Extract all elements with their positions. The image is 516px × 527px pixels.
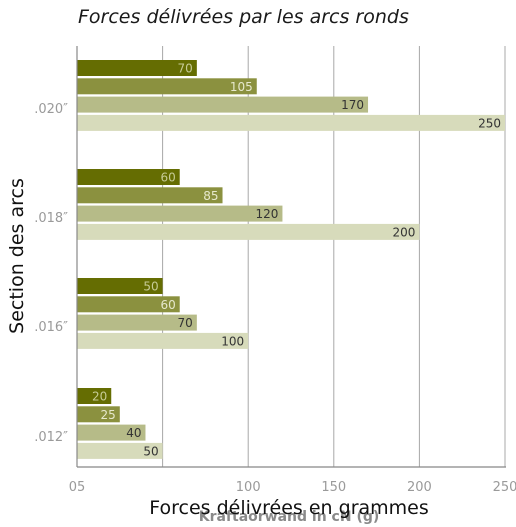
bar-value-label: 70 — [178, 316, 193, 330]
bar-value-label: 120 — [256, 207, 279, 221]
bar — [77, 169, 180, 185]
bar — [77, 60, 197, 76]
bar — [77, 205, 283, 222]
bar — [77, 223, 420, 240]
x-axis-label-ghost: Kraftaorwand in cN (g) — [199, 509, 380, 525]
bar — [77, 442, 163, 459]
bar — [77, 332, 249, 349]
bar — [77, 187, 223, 204]
bar-value-label: 50 — [143, 444, 158, 458]
bar — [77, 78, 257, 95]
y-tick-label: .020″ — [34, 102, 68, 117]
bar-value-label: 250 — [478, 116, 501, 130]
x-axis-label: Forces délivrées en grammes — [149, 497, 429, 519]
grid-lines — [162, 46, 506, 467]
bar-value-label: 60 — [160, 298, 175, 312]
bar-value-label: 70 — [178, 62, 193, 76]
chart-title: Forces délivrées par les arcs ronds — [78, 6, 409, 28]
bar-value-label: 60 — [160, 171, 175, 185]
bar — [77, 96, 369, 113]
bar-value-label: 40 — [126, 426, 141, 440]
y-tick-label: .018″ — [34, 211, 68, 226]
y-tick-label: .012″ — [34, 430, 68, 445]
tick-labels: 05 100 150 200 250 70 105 170 250 .020″ 60 85 120 200… — [34, 62, 516, 496]
x-tick-label: 250 — [493, 480, 516, 495]
bar-value-label: 170 — [341, 98, 364, 112]
y-tick-label: .016″ — [34, 320, 68, 335]
bar-value-label: 105 — [230, 80, 253, 94]
bar — [77, 278, 163, 294]
bar-value-label: 200 — [392, 225, 415, 239]
bar-value-label: 50 — [143, 280, 158, 294]
x-tick-label: 200 — [407, 480, 432, 495]
y-axis-label: Section des arcs — [6, 178, 28, 334]
bar — [77, 406, 120, 423]
bar — [77, 388, 112, 404]
bar-value-label: 25 — [101, 408, 116, 422]
x-tick-label: 150 — [321, 480, 346, 495]
bar — [77, 424, 146, 441]
bar — [77, 114, 505, 131]
x-tick-label: 100 — [236, 480, 261, 495]
bar-value-label: 85 — [203, 189, 218, 203]
bar-value-label: 100 — [221, 334, 244, 348]
bars — [77, 60, 505, 459]
bar — [77, 296, 180, 313]
axes — [76, 46, 506, 468]
x-tick-label: 05 — [69, 480, 86, 495]
bar-value-label: 20 — [92, 390, 107, 404]
bar — [77, 314, 197, 331]
